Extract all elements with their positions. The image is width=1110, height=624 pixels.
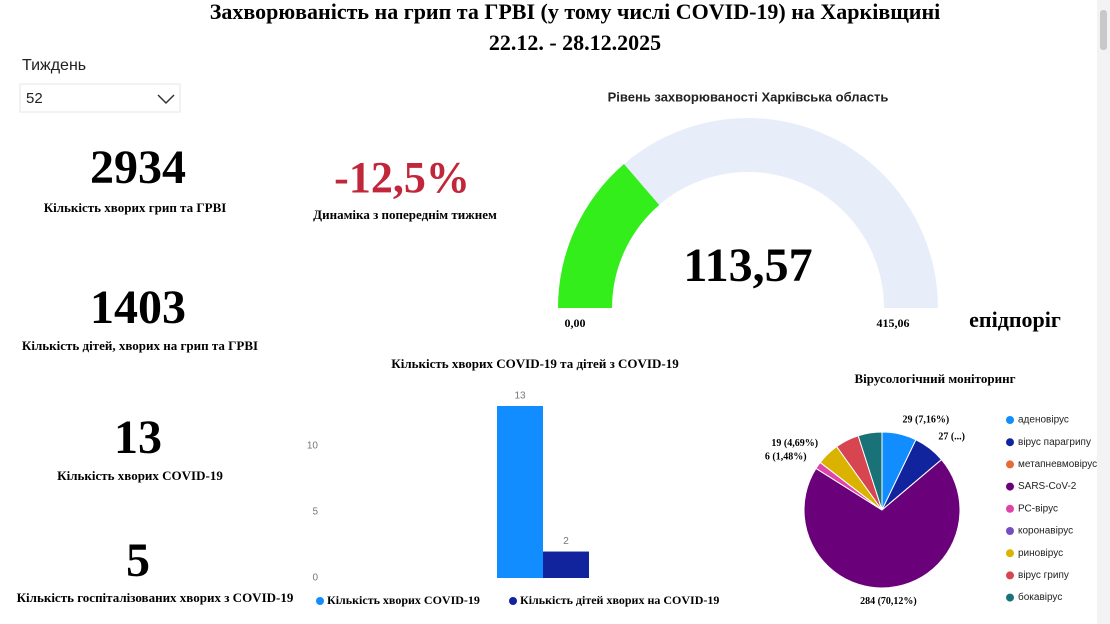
dropdown-value[interactable]: 52 xyxy=(26,90,43,107)
legend-marker xyxy=(1006,527,1014,535)
legend-marker xyxy=(1006,482,1014,491)
legend-label: риновірус xyxy=(1018,548,1063,559)
scrollbar[interactable] xyxy=(1097,0,1110,624)
dropdown[interactable] xyxy=(19,83,181,113)
legend-label: Кількість дітей хворих на COVID-19 xyxy=(520,593,719,607)
kpi-label: Кількість дітей, хворих на грип та ГРВІ xyxy=(22,338,258,353)
legend-marker xyxy=(1006,438,1014,447)
legend-label: бокавірус xyxy=(1018,591,1062,603)
kpi-value: 2934 xyxy=(90,141,186,194)
y-tick-label: 10 xyxy=(307,440,319,451)
y-tick-label: 5 xyxy=(312,506,318,517)
pie-value-label: 6 (1,48%) xyxy=(765,452,807,463)
pie-value-label: 19 (4,69%) xyxy=(771,438,818,449)
pie-value-label: 284 (70,12%) xyxy=(860,596,917,607)
bar xyxy=(497,406,543,578)
pie-slice xyxy=(857,431,883,511)
scroll-thumb[interactable] xyxy=(1100,10,1107,50)
dropdown-chevron[interactable] xyxy=(157,94,175,105)
legend-label: метапневмовірус xyxy=(1018,459,1097,470)
legend-marker xyxy=(1006,593,1014,602)
gauge-value: 113,57 xyxy=(683,239,812,292)
chart-title: Вірусологічний моніторинг xyxy=(854,371,1015,386)
bar-value-label: 2 xyxy=(563,536,569,547)
kpi-label: Кількість хворих грип та ГРВІ xyxy=(44,200,227,215)
kpi-label: Кількість госпіталізованих хворих з COVI… xyxy=(17,590,294,605)
gauge-tick-label: 0,00 xyxy=(565,316,586,330)
legend-marker xyxy=(1006,504,1014,513)
bar xyxy=(543,551,589,578)
legend-label: РС-вірус xyxy=(1018,503,1058,514)
legend-label: вірус грипу xyxy=(1018,570,1069,581)
chart-title: Кількість хворих COVID-19 та дітей з COV… xyxy=(391,356,679,371)
legend-marker xyxy=(1006,416,1014,424)
legend-marker xyxy=(509,597,517,605)
pie-value-label: 29 (7,16%) xyxy=(903,415,950,426)
legend-marker xyxy=(1006,549,1014,558)
change-value: -12,5% xyxy=(334,153,470,202)
gauge-title: Рівень захворюваності Харківська область xyxy=(608,89,889,104)
kpi-label: Кількість хворих COVID-19 xyxy=(57,468,223,483)
gauge-annotation: епідпоріг xyxy=(969,307,1061,332)
legend-label: вірус парагрипу xyxy=(1018,437,1091,448)
legend-marker xyxy=(316,597,324,605)
legend-marker xyxy=(1006,460,1014,469)
legend-label: SARS-CoV-2 xyxy=(1018,481,1077,492)
gauge-fill xyxy=(558,164,660,308)
pie-slice xyxy=(803,458,961,589)
gauge-track xyxy=(558,118,938,308)
bar-value-label: 13 xyxy=(514,391,526,402)
change-label: Динаміка з попереднім тижнем xyxy=(313,207,497,222)
legend-label: аденовірус xyxy=(1018,415,1069,426)
gauge-tick-label: 415,06 xyxy=(877,316,910,330)
kpi-value: 1403 xyxy=(90,281,186,334)
pie-value-label: 27 (...) xyxy=(938,432,965,443)
kpi-value: 5 xyxy=(126,534,150,587)
y-tick-label: 0 xyxy=(312,573,318,584)
kpi-value: 13 xyxy=(114,411,162,464)
legend-label: коронавірус xyxy=(1018,526,1073,537)
filter-label: Тиждень xyxy=(22,57,86,74)
legend-marker xyxy=(1006,571,1014,580)
legend-label: Кількість хворих COVID-19 xyxy=(327,593,480,607)
page-dates: 22.12. - 28.12.2025 xyxy=(489,30,661,55)
page-title: Захворюваність на грип та ГРВІ (у тому ч… xyxy=(210,0,940,24)
